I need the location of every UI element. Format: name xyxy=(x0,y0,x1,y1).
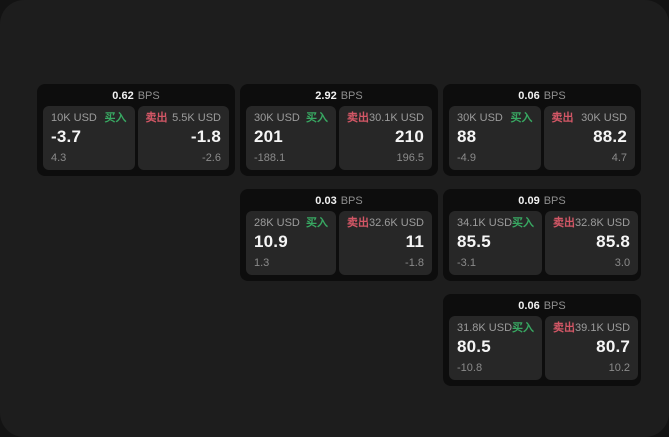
buy-label: 买入 xyxy=(510,112,533,124)
quote-tiles: 31.8K USD 买入 80.5 -10.8 卖出 39.1K USD 80.… xyxy=(443,316,641,380)
spread-header: 0.62 BPS xyxy=(37,84,235,106)
quote-card-4: 0.09 BPS 34.1K USD 买入 85.5 -3.1 卖出 32.8K… xyxy=(443,189,641,281)
sell-tile[interactable]: 卖出 30.1K USD 210 196.5 xyxy=(338,106,432,170)
buy-amount: 34.1K USD xyxy=(457,217,513,229)
buy-tile[interactable]: 31.8K USD 买入 80.5 -10.8 xyxy=(449,316,543,380)
bps-unit-label: BPS xyxy=(340,90,363,102)
buy-tile[interactable]: 30K USD 买入 201 -188.1 xyxy=(246,106,336,170)
spread-value: 2.92 xyxy=(315,90,337,102)
buy-tile[interactable]: 10K USD 买入 -3.7 4.3 xyxy=(43,106,135,170)
quote-tiles: 10K USD 买入 -3.7 4.3 卖出 5.5K USD -1.8 -2.… xyxy=(37,106,235,170)
buy-label: 买入 xyxy=(512,217,535,229)
buy-price: 201 xyxy=(254,127,283,146)
buy-amount: 28K USD xyxy=(254,217,300,229)
sell-price: 88.2 xyxy=(593,127,627,146)
sell-label: 卖出 xyxy=(145,112,168,124)
sell-label: 卖出 xyxy=(346,112,369,124)
spread-header: 0.03 BPS xyxy=(240,189,438,211)
buy-tile[interactable]: 30K USD 买入 88 -4.9 xyxy=(449,106,541,170)
quote-tiles: 34.1K USD 买入 85.5 -3.1 卖出 32.8K USD 85.8… xyxy=(443,211,641,275)
buy-label: 买入 xyxy=(512,322,535,334)
quote-tiles: 28K USD 买入 10.9 1.3 卖出 32.6K USD 11 -1.8 xyxy=(240,211,438,275)
buy-amount: 30K USD xyxy=(254,112,300,124)
sell-price: 11 xyxy=(405,232,424,251)
spread-header: 0.09 BPS xyxy=(443,189,641,211)
quote-card-1: 2.92 BPS 30K USD 买入 201 -188.1 卖出 30.1K … xyxy=(240,84,438,176)
quote-card-3: 0.03 BPS 28K USD 买入 10.9 1.3 卖出 32.6K US… xyxy=(240,189,438,281)
sell-amount: 39.1K USD xyxy=(575,322,631,334)
buy-amount: 31.8K USD xyxy=(457,322,513,334)
sell-price: 85.8 xyxy=(596,232,631,251)
quote-card-5: 0.06 BPS 31.8K USD 买入 80.5 -10.8 卖出 39.1… xyxy=(443,294,641,386)
buy-price: -3.7 xyxy=(51,127,82,146)
buy-tile[interactable]: 28K USD 买入 10.9 1.3 xyxy=(246,211,336,275)
quote-tiles: 30K USD 买入 88 -4.9 卖出 30K USD 88.2 4.7 xyxy=(443,106,641,170)
buy-delta: 1.3 xyxy=(254,257,270,269)
buy-price: 10.9 xyxy=(254,232,288,251)
sell-delta: 3.0 xyxy=(614,257,631,269)
sell-tile[interactable]: 卖出 39.1K USD 80.7 10.2 xyxy=(545,316,639,380)
sell-delta: 196.5 xyxy=(396,152,424,164)
sell-label: 卖出 xyxy=(551,112,574,124)
sell-amount: 32.6K USD xyxy=(368,217,424,229)
spread-value: 0.06 xyxy=(518,90,540,102)
buy-delta: -10.8 xyxy=(457,362,483,374)
spread-value: 0.06 xyxy=(518,300,540,312)
sell-amount: 5.5K USD xyxy=(172,112,221,124)
bps-unit-label: BPS xyxy=(543,300,566,312)
sell-delta: 10.2 xyxy=(608,362,631,374)
spread-header: 0.06 BPS xyxy=(443,294,641,316)
buy-amount: 10K USD xyxy=(51,112,97,124)
spread-header: 2.92 BPS xyxy=(240,84,438,106)
buy-tile[interactable]: 34.1K USD 买入 85.5 -3.1 xyxy=(449,211,543,275)
quote-card-0: 0.62 BPS 10K USD 买入 -3.7 4.3 卖出 5.5K USD xyxy=(37,84,235,176)
sell-delta: -2.6 xyxy=(202,152,221,164)
quote-card-2: 0.06 BPS 30K USD 买入 88 -4.9 卖出 30K USD xyxy=(443,84,641,176)
spread-value: 0.62 xyxy=(112,90,134,102)
spread-value: 0.09 xyxy=(518,195,540,207)
sell-label: 卖出 xyxy=(553,322,576,334)
sell-price: 210 xyxy=(395,127,424,146)
spread-header: 0.06 BPS xyxy=(443,84,641,106)
sell-label: 卖出 xyxy=(346,217,369,229)
buy-delta: -3.1 xyxy=(457,257,476,269)
sell-delta: 4.7 xyxy=(611,152,627,164)
sell-amount: 30.1K USD xyxy=(368,112,424,124)
bps-unit-label: BPS xyxy=(543,90,566,102)
bps-unit-label: BPS xyxy=(543,195,566,207)
sell-amount: 30K USD xyxy=(581,112,627,124)
buy-price: 88 xyxy=(457,127,477,146)
sell-tile[interactable]: 卖出 30K USD 88.2 4.7 xyxy=(543,106,635,170)
buy-price: 80.5 xyxy=(457,337,491,356)
sell-tile[interactable]: 卖出 5.5K USD -1.8 -2.6 xyxy=(137,106,229,170)
buy-label: 买入 xyxy=(305,217,328,229)
sell-delta: -1.8 xyxy=(405,257,424,269)
quote-tiles: 30K USD 买入 201 -188.1 卖出 30.1K USD 210 1… xyxy=(240,106,438,170)
sell-price: -1.8 xyxy=(190,127,221,146)
sell-tile[interactable]: 卖出 32.6K USD 11 -1.8 xyxy=(338,211,432,275)
buy-label: 买入 xyxy=(104,112,127,124)
buy-price: 85.5 xyxy=(457,232,491,251)
buy-delta: -4.9 xyxy=(457,152,476,164)
buy-delta: -188.1 xyxy=(254,152,286,164)
buy-amount: 30K USD xyxy=(457,112,503,124)
sell-price: 80.7 xyxy=(596,337,631,356)
buy-label: 买入 xyxy=(305,112,328,124)
sell-amount: 32.8K USD xyxy=(575,217,631,229)
spread-value: 0.03 xyxy=(315,195,337,207)
sell-label: 卖出 xyxy=(553,217,576,229)
bps-unit-label: BPS xyxy=(340,195,363,207)
buy-delta: 4.3 xyxy=(51,152,67,164)
sell-tile[interactable]: 卖出 32.8K USD 85.8 3.0 xyxy=(545,211,639,275)
bps-unit-label: BPS xyxy=(137,90,160,102)
